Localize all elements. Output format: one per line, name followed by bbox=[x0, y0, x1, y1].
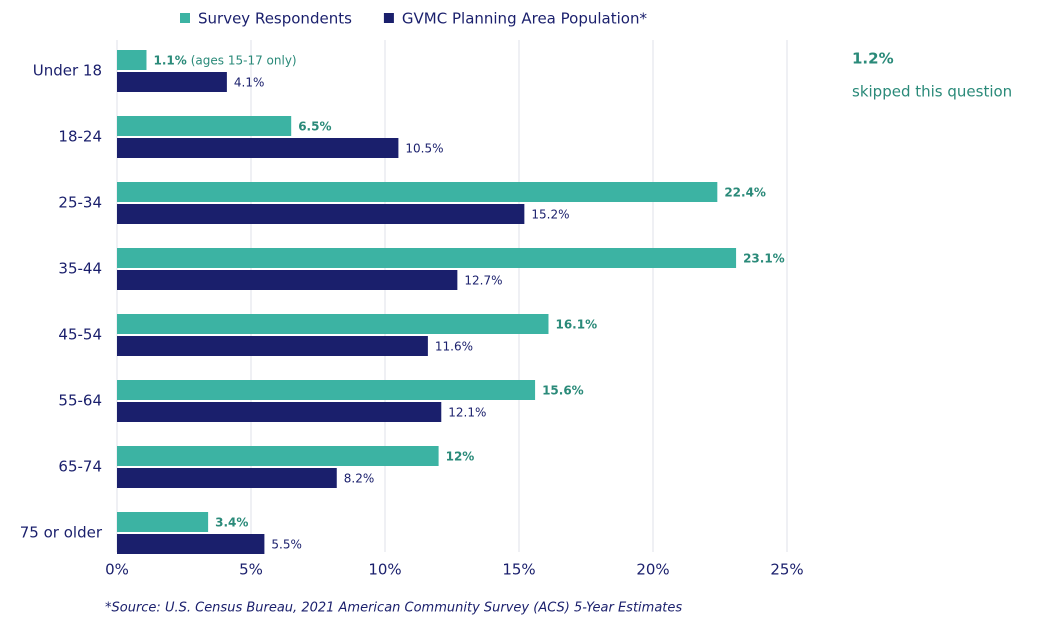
y-tick-label: 35-44 bbox=[58, 260, 102, 278]
value-label: 4.1% bbox=[234, 76, 265, 90]
bar bbox=[117, 270, 458, 290]
value-label: 23.1% bbox=[743, 252, 785, 266]
bar bbox=[117, 380, 536, 400]
value-label: 1.1% bbox=[153, 54, 186, 68]
y-tick-label: 18-24 bbox=[58, 128, 102, 146]
bar bbox=[117, 446, 439, 466]
bar bbox=[117, 468, 337, 488]
skipped-value: 1.2% bbox=[852, 50, 894, 68]
bar bbox=[117, 534, 265, 554]
bar bbox=[117, 50, 147, 70]
value-label: 22.4% bbox=[724, 186, 766, 200]
source-note: *Source: U.S. Census Bureau, 2021 Americ… bbox=[105, 601, 682, 616]
x-tick-label: 25% bbox=[770, 561, 803, 579]
y-tick-label: 75 or older bbox=[20, 524, 103, 542]
x-tick-label: 20% bbox=[636, 561, 669, 579]
bar bbox=[117, 204, 525, 224]
value-label: 3.4% bbox=[215, 516, 248, 530]
y-tick-label: 55-64 bbox=[58, 392, 102, 410]
value-label: 15.2% bbox=[531, 208, 569, 222]
bar bbox=[117, 314, 549, 334]
x-tick-label: 10% bbox=[368, 561, 401, 579]
value-label: 12.1% bbox=[448, 406, 486, 420]
bar bbox=[117, 336, 428, 356]
value-label: 11.6% bbox=[435, 340, 473, 354]
skipped-text: skipped this question bbox=[852, 83, 1012, 101]
x-tick-label: 5% bbox=[239, 561, 263, 579]
y-tick-label: Under 18 bbox=[33, 62, 102, 80]
value-label: 8.2% bbox=[344, 472, 375, 486]
legend-swatch bbox=[383, 13, 394, 23]
value-label: 12.7% bbox=[464, 274, 502, 288]
x-tick-label: 0% bbox=[105, 561, 129, 579]
bar bbox=[117, 182, 718, 202]
bar bbox=[117, 138, 399, 158]
y-tick-label: 45-54 bbox=[58, 326, 102, 344]
x-tick-label: 15% bbox=[502, 561, 535, 579]
value-label: 5.5% bbox=[271, 538, 302, 552]
bar bbox=[117, 512, 209, 532]
legend-label: Survey Respondents bbox=[198, 10, 352, 28]
legend-swatch bbox=[180, 13, 190, 23]
legend-label: GVMC Planning Area Population* bbox=[402, 10, 648, 28]
bar bbox=[117, 116, 292, 136]
value-label: 6.5% bbox=[298, 120, 331, 134]
bar bbox=[117, 248, 737, 268]
value-label: 10.5% bbox=[405, 142, 443, 156]
bar bbox=[117, 72, 227, 92]
value-label: 15.6% bbox=[542, 384, 584, 398]
y-tick-label: 25-34 bbox=[58, 194, 102, 212]
bar bbox=[117, 402, 442, 422]
value-label: 16.1% bbox=[555, 318, 597, 332]
y-tick-label: 65-74 bbox=[58, 458, 102, 476]
value-label: 12% bbox=[446, 450, 475, 464]
bar-note: (ages 15-17 only) bbox=[191, 54, 297, 68]
